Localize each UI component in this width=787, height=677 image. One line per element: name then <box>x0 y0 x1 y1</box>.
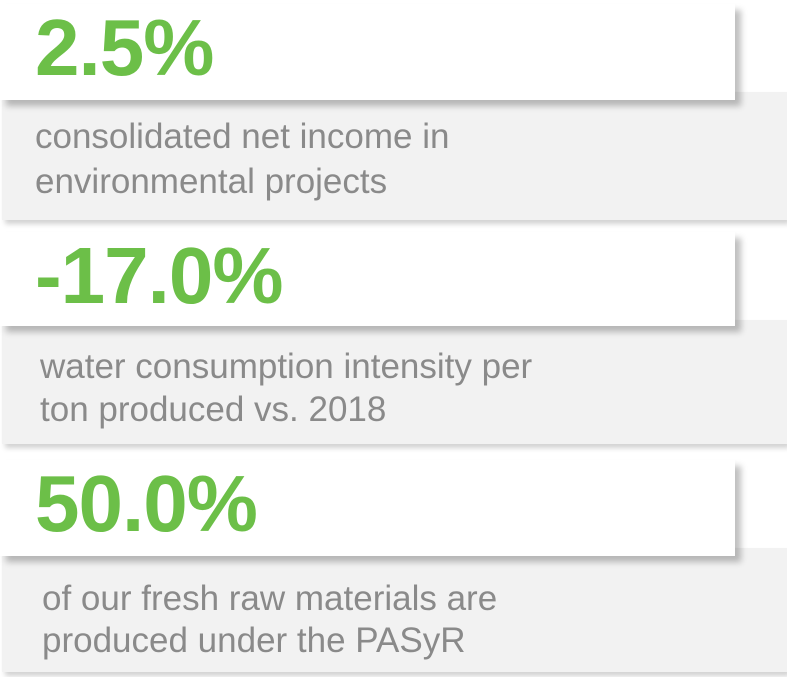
stat-value: -17.0% <box>35 231 283 320</box>
stat-description-line: ton produced vs. 2018 <box>40 390 387 429</box>
stat-value-card: 50.0% <box>0 460 735 556</box>
stat-description-line: environmental projects <box>35 162 388 201</box>
stat-description-line: of our fresh raw materials are <box>42 579 498 618</box>
stat-value-card: -17.0% <box>0 232 735 326</box>
stat-description-line: consolidated net income in <box>35 117 450 156</box>
stat-description-line: water consumption intensity per <box>40 347 533 386</box>
stat-description-card: of our fresh raw materials are produced … <box>2 548 787 672</box>
stat-description-card: water consumption intensity per ton prod… <box>2 320 787 444</box>
stat-value-card: 2.5% <box>0 4 735 100</box>
stat-value: 2.5% <box>35 3 214 92</box>
stat-description-line: produced under the PASyR <box>42 621 466 660</box>
stat-value: 50.0% <box>35 459 258 548</box>
stat-description-card: consolidated net income in environmental… <box>2 92 787 220</box>
